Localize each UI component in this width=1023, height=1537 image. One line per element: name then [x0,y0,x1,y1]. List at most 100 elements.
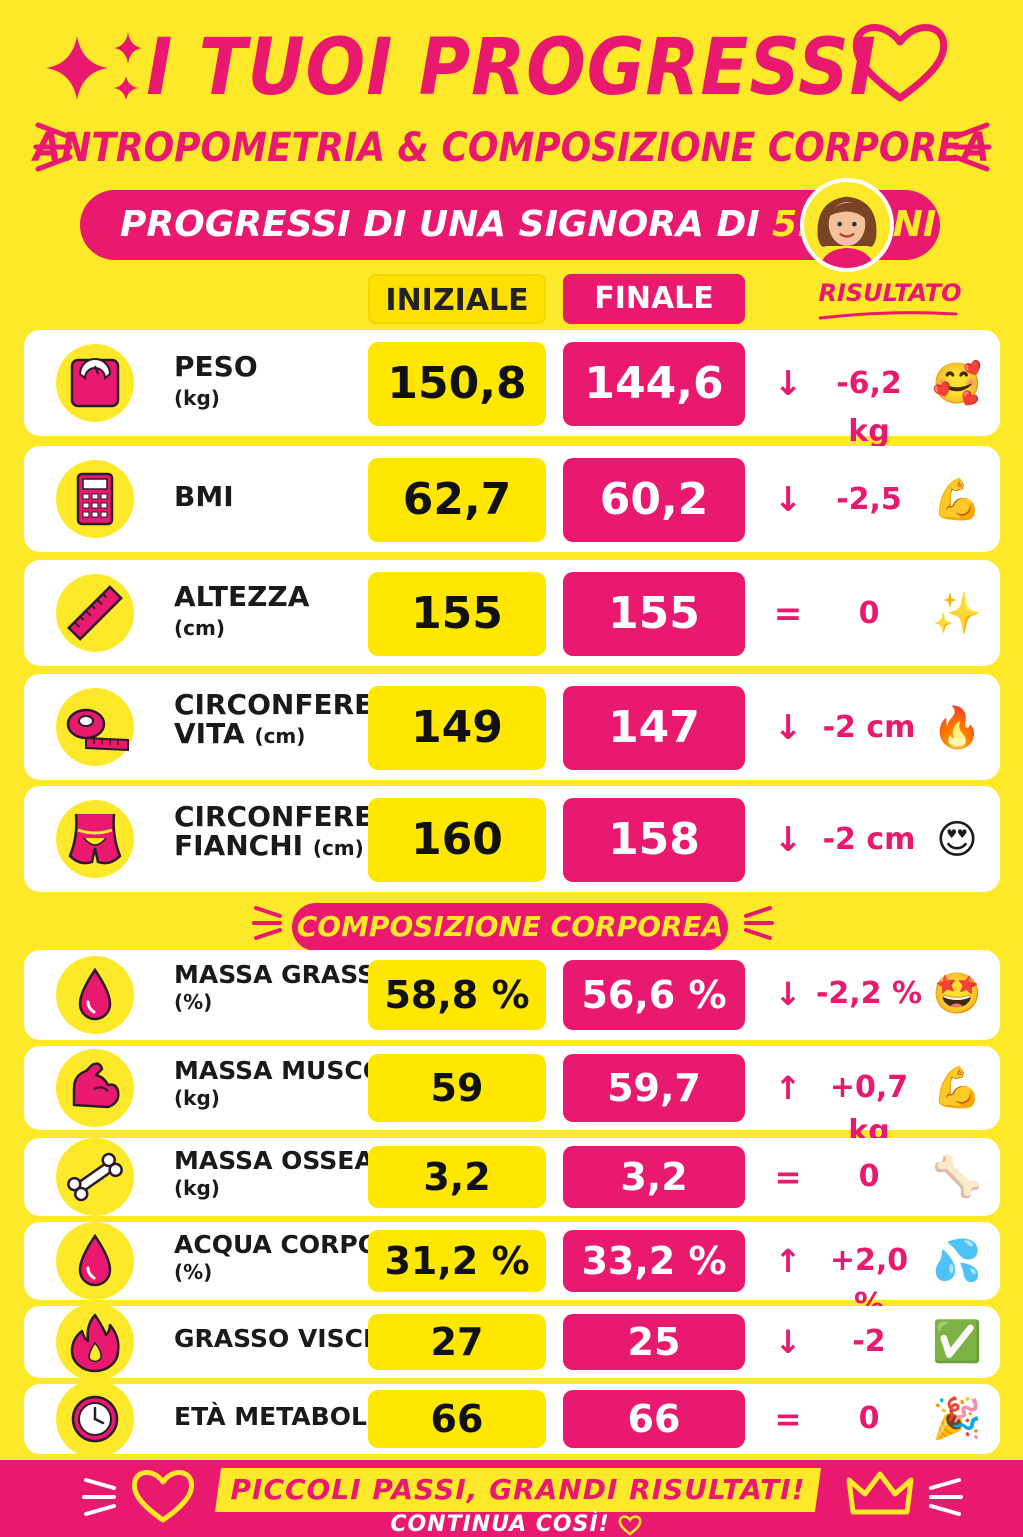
final-value: 60,2 [563,458,745,542]
final-value: 155 [563,572,745,656]
footer-slogan: PICCOLI PASSI, GRANDI RISULTATI! [230,1473,806,1506]
sparkle-icon [46,32,142,100]
hips-icon [56,800,134,878]
footer-subslogan: CONTINUA COSÌ! [390,1512,610,1537]
row-unit: (cm) [312,836,364,861]
final-value: 144,6 [563,342,745,426]
change-arrow: = [774,1158,802,1196]
row-label: MASSA OSSEA (kg) [174,1146,374,1201]
heart-outline-icon [852,24,948,102]
table-row: ETÀ METABOLICA 66 66 = 0 🎉 [24,1380,1000,1458]
emoji-sweat-droplets: 💦 [932,1238,982,1284]
column-header-final: FINALE [563,274,745,324]
section-title: COMPOSIZIONE CORPOREA [292,903,728,951]
final-value: 66 [563,1390,745,1448]
row-label-text-2: VITA [174,717,245,751]
emoji-flexed-bicep: 💪 [932,477,982,523]
table-row: GRASSO VISCERALE 27 25 ↓ -2 ✅ [24,1303,1000,1381]
change-arrow: ↓ [773,364,803,404]
emoji-heart-eyes: 😍 [936,817,978,863]
change-value: 0 [858,1159,880,1194]
emoji-fire: 🔥 [932,705,982,751]
avatar [800,178,894,272]
water-drop-icon [56,1222,134,1300]
final-value: 158 [563,798,745,882]
scale-icon [56,344,134,422]
table-row: MASSA OSSEA (kg) 3,2 3,2 = 0 🦴 [24,1138,1000,1216]
change-arrow: ↓ [773,480,803,520]
change-value: -2 cm [822,710,916,745]
initial-value: 3,2 [368,1146,546,1208]
change-arrow: ↓ [774,975,802,1013]
change-arrow: ↑ [774,1242,802,1280]
change-value: -2 [852,1324,886,1359]
row-label-text: MASSA GRASSA [174,960,395,989]
final-value: 59,7 [563,1054,745,1122]
table-row: CIRCONFERENZA FIANCHI (cm) 160 158 ↓ -2 … [24,786,1000,892]
row-label: BMI [174,480,234,513]
drop-icon [56,956,134,1034]
table-row: MASSA MUSCOLARE (kg) 59 59,7 ↑ +0,7 kg 💪 [24,1046,1000,1149]
row-unit: (cm) [174,616,225,641]
change-arrow: ↓ [773,820,803,860]
table-row: ALTEZZA (cm) 155 155 = 0 ✨ [24,560,1000,666]
page-title: I TUOI PROGRESSI [146,23,877,113]
dash-lines-left-icon [82,1478,116,1516]
info-banner: PROGRESSI DI UNA SIGNORA DI 51 ANNI [80,190,940,260]
initial-value: 59 [368,1054,546,1122]
row-unit: (kg) [174,386,220,411]
initial-value: 155 [368,572,546,656]
row-label-text: MASSA OSSEA [174,1146,374,1175]
emoji-star-struck: 🤩 [932,971,982,1017]
column-header-result: RISULTATO [818,279,962,307]
final-value: 3,2 [563,1146,745,1208]
table-row: BMI 62,7 60,2 ↓ -2,5 💪 [24,446,1000,552]
flame-icon [56,1303,134,1381]
change-value: -2,5 [836,482,902,517]
measuring-tape-icon [56,688,134,766]
emoji-flexed-bicep: 💪 [932,1065,982,1111]
initial-value: 27 [368,1314,546,1370]
change-value: -6,2 kg [836,366,902,449]
table-row: ACQUA CORPOREA (%) 31,2 % 33,2 % ↑ +2,0 … [24,1222,1000,1322]
row-unit: (%) [174,990,213,1015]
final-value: 56,6 % [563,960,745,1030]
dash-lines-right-icon [929,1478,963,1516]
bone-icon [56,1138,134,1216]
dash-lines-left-icon [252,906,282,940]
final-value: 147 [563,686,745,770]
change-arrow: ↓ [774,1323,802,1361]
change-value: -2 cm [822,822,916,857]
emoji-smiling-hearts: 🥰 [932,361,982,407]
ruler-icon [56,574,134,652]
emoji-check-mark: ✅ [932,1319,982,1365]
initial-value: 62,7 [368,458,546,542]
row-unit: (kg) [174,1086,220,1111]
crown-icon [846,1471,914,1515]
final-value: 25 [563,1314,745,1370]
row-label-text: PESO [174,350,258,383]
heart-outline-icon [131,1470,195,1523]
small-heart-icon [618,1515,642,1536]
change-value: 0 [858,1401,880,1436]
table-row: PESO (kg) 150,8 144,6 ↓ -6,2 kg 🥰 [24,330,1000,449]
table-row: CIRCONFERENZA VITA (cm) 149 147 ↓ -2 cm … [24,674,1000,780]
row-unit: (%) [174,1260,213,1285]
initial-value: 31,2 % [368,1230,546,1292]
table-row: MASSA GRASSA (%) 58,8 % 56,6 % ↓ -2,2 % … [24,950,1000,1040]
clock-icon [56,1380,134,1458]
row-label: PESO (kg) [174,352,258,411]
row-unit: (kg) [174,1176,220,1201]
final-value: 33,2 % [563,1230,745,1292]
change-value: 0 [858,596,880,631]
row-label-text-2: FIANCHI [174,829,304,863]
initial-value: 66 [368,1390,546,1448]
dash-lines-right-icon [744,906,774,940]
column-header-initial: INIZIALE [368,274,546,324]
page-subtitle: ANTROPOMETRIA & COMPOSIZIONE CORPOREA [33,125,990,171]
change-value: -2,2 % [815,976,923,1011]
emoji-bone: 🦴 [932,1154,982,1200]
result-underline [818,311,958,320]
row-label: MASSA GRASSA (%) [174,960,395,1015]
emoji-party-popper: 🎉 [932,1396,982,1442]
